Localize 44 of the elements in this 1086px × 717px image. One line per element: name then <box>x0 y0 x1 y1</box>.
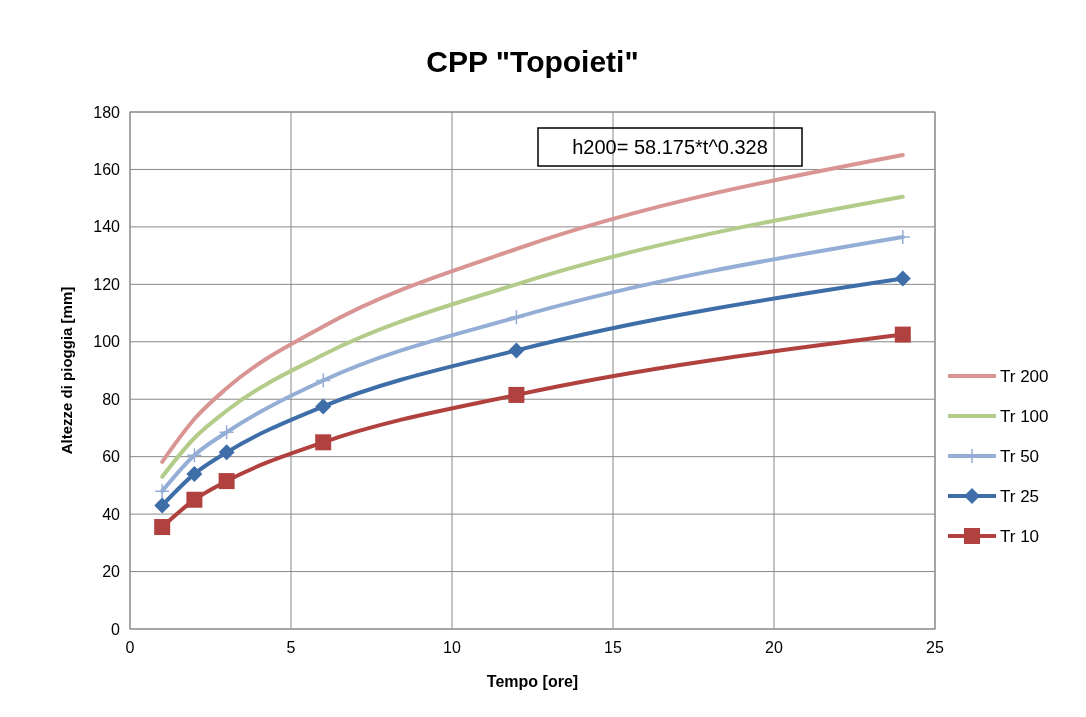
y-tick-label: 140 <box>93 218 121 236</box>
line-series <box>160 153 905 464</box>
y-tick-label: 20 <box>102 563 121 581</box>
chart-title: CPP "Topoieti" <box>426 45 639 78</box>
y-tick-label: 80 <box>102 390 121 408</box>
point <box>508 386 525 403</box>
point <box>894 326 911 343</box>
point <box>186 447 203 463</box>
x-axis-title: Tempo [ore] <box>486 673 579 690</box>
legend-label: Tr 200 <box>1000 366 1049 386</box>
point <box>894 270 911 287</box>
point <box>508 309 525 326</box>
y-tick-label: 180 <box>93 103 121 121</box>
x-tick-label: 0 <box>125 639 135 656</box>
point <box>154 497 171 514</box>
point <box>186 491 203 508</box>
point <box>218 424 235 440</box>
legend-label: Tr 25 <box>1000 486 1040 506</box>
y-tick-label: 100 <box>93 333 121 351</box>
y-axis-title: Altezze di pioggia [mm] <box>58 286 75 455</box>
point <box>315 372 331 389</box>
point <box>218 444 235 461</box>
point <box>218 473 235 490</box>
y-tick-label: 160 <box>93 161 121 179</box>
y-tick-label: 60 <box>102 448 121 466</box>
x-tick-label: 25 <box>926 639 944 656</box>
line-series <box>160 194 905 479</box>
point <box>154 483 170 499</box>
legend-label: Tr 50 <box>1000 446 1040 466</box>
x-tick-label: 20 <box>765 639 783 656</box>
x-tick-label: 10 <box>443 639 461 656</box>
point <box>315 398 332 415</box>
point <box>315 434 332 451</box>
point <box>186 465 203 482</box>
annotation: h200= 58.175*t^0.328 <box>572 136 768 158</box>
legend-label: Tr 100 <box>1000 406 1049 426</box>
y-tick-label: 120 <box>93 275 121 293</box>
x-tick-label: 5 <box>286 639 296 656</box>
x-tick-label: 15 <box>604 639 622 656</box>
point <box>154 519 171 536</box>
y-tick-label: 0 <box>111 620 121 638</box>
legend-label: Tr 10 <box>1000 526 1040 546</box>
y-tick-label: 40 <box>102 505 121 523</box>
point <box>508 342 525 359</box>
